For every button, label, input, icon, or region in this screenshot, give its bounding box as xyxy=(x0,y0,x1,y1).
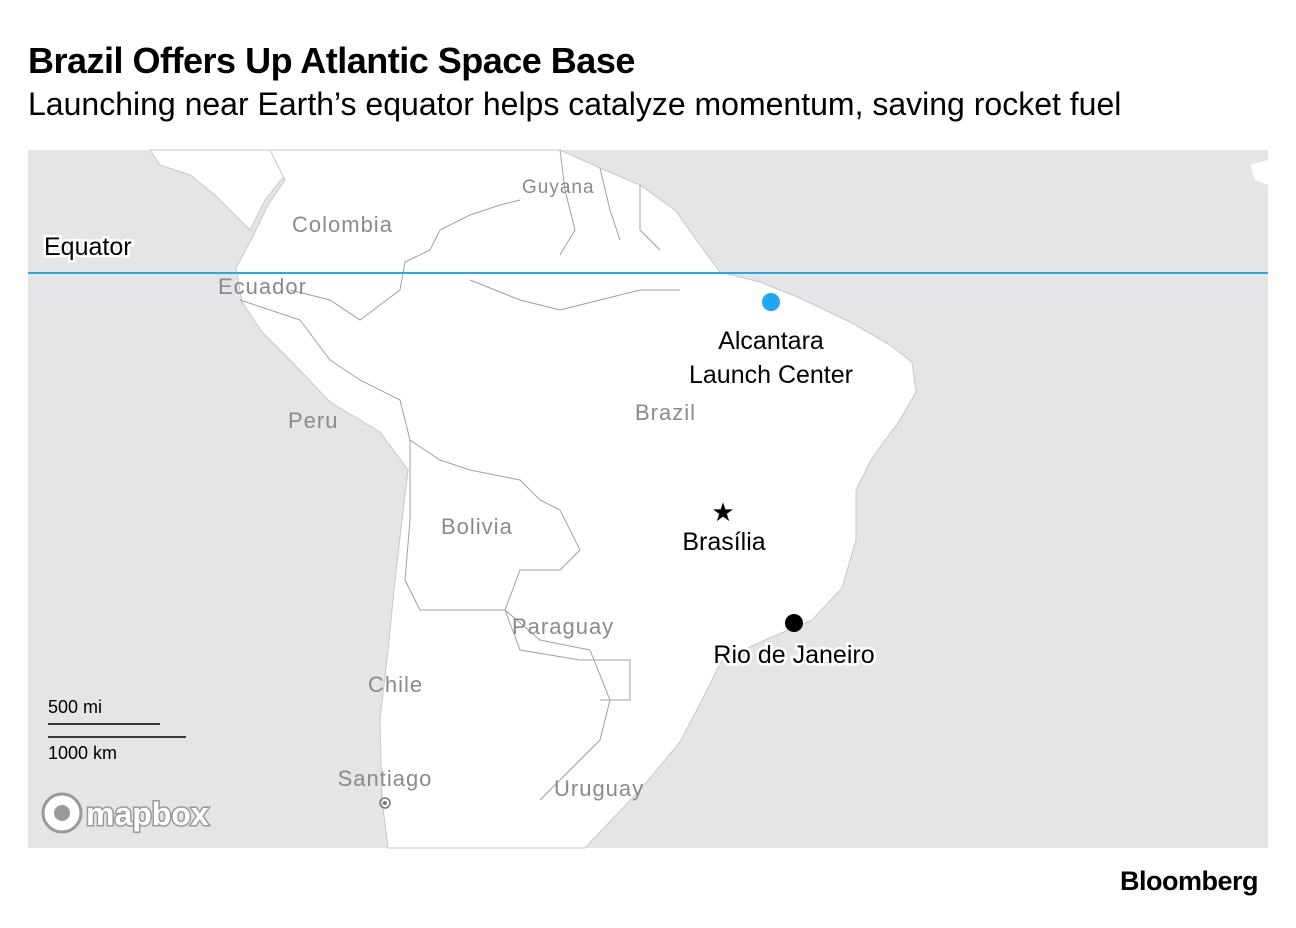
title: Brazil Offers Up Atlantic Space Base xyxy=(28,40,635,81)
city-marker xyxy=(379,797,391,809)
scale-label: 500 mi xyxy=(48,697,102,717)
logo-text: mapbox xyxy=(86,796,209,832)
country-label: Ecuador xyxy=(218,274,307,299)
launch-site-marker xyxy=(762,293,780,311)
launch-site-label: Launch Center xyxy=(689,361,853,389)
capital-star: ★ xyxy=(711,497,734,527)
border xyxy=(504,609,631,701)
scale-label: 1000 km xyxy=(48,743,117,763)
country-label: Uruguay xyxy=(554,776,644,801)
logo-icon xyxy=(54,805,70,821)
country-label: Colombia xyxy=(292,212,393,237)
borders xyxy=(239,149,680,801)
country-label: Paraguay xyxy=(512,614,614,639)
country-label: Chile xyxy=(368,672,423,697)
border xyxy=(639,185,661,251)
border xyxy=(289,199,521,321)
capital-label: Brasília xyxy=(682,528,765,556)
brand: Bloomberg xyxy=(1119,866,1259,896)
south-america xyxy=(235,149,917,849)
island xyxy=(1250,160,1268,185)
land xyxy=(149,149,1268,849)
country-label: Guyana xyxy=(522,177,595,198)
subtitle: Launching near Earth’s equator helps cat… xyxy=(28,86,1122,122)
border xyxy=(239,299,581,611)
city-label: Rio de Janeiro xyxy=(713,641,874,669)
country-label: Peru xyxy=(288,408,338,433)
border xyxy=(599,167,621,241)
country-label: Bolivia xyxy=(441,514,513,539)
city-marker xyxy=(383,801,387,805)
border xyxy=(404,440,611,801)
attribution-logo: mapbox xyxy=(41,792,210,834)
border xyxy=(469,279,680,311)
launch-site-label: Alcantara xyxy=(718,327,824,355)
country-label: Brazil xyxy=(635,400,696,425)
city-marker xyxy=(785,614,803,632)
equator-label: Equator xyxy=(44,233,132,261)
city-label: Santiago xyxy=(338,766,433,791)
border xyxy=(559,149,576,256)
